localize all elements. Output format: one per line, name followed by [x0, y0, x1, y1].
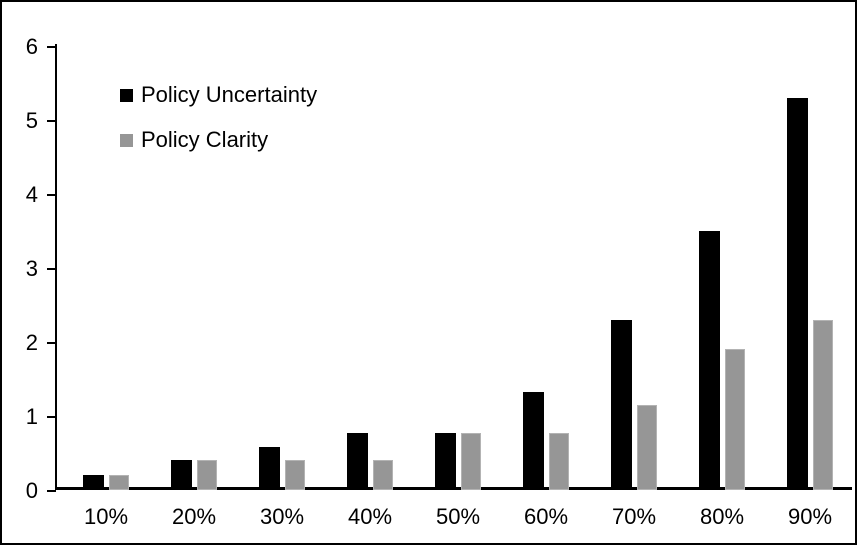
- y-tick-label-2: 2: [25, 330, 38, 355]
- x-axis-label-30%: 30%: [259, 504, 305, 529]
- bar-policy-uncertainty-70%: [611, 320, 632, 490]
- y-tick-0: [47, 490, 56, 492]
- x-axis-label-80%: 80%: [699, 504, 745, 529]
- x-axis-label-20%: 20%: [171, 504, 217, 529]
- legend-label-policy-uncertainty: Policy Uncertainty: [141, 82, 318, 107]
- y-tick-4: [47, 194, 56, 196]
- y-tick-label-0: 0: [25, 478, 38, 503]
- y-tick-label-1: 1: [25, 404, 38, 429]
- y-tick-label-4: 4: [25, 182, 38, 207]
- bar-policy-clarity-20%: [197, 460, 217, 490]
- y-tick-label-6: 6: [25, 34, 38, 59]
- bar-policy-clarity-50%: [461, 433, 481, 490]
- legend-swatch-policy-uncertainty: [120, 88, 133, 102]
- bar-policy-uncertainty-30%: [259, 447, 280, 490]
- x-axis-label-90%: 90%: [787, 504, 833, 529]
- x-axis-label-40%: 40%: [347, 504, 393, 529]
- x-axis-label-50%: 50%: [435, 504, 481, 529]
- bar-policy-uncertainty-80%: [699, 231, 720, 490]
- bar-policy-uncertainty-20%: [171, 460, 192, 490]
- bar-policy-uncertainty-60%: [523, 392, 544, 490]
- bar-policy-clarity-10%: [109, 475, 129, 490]
- legend-label-policy-clarity: Policy Clarity: [141, 127, 269, 152]
- bar-policy-uncertainty-90%: [787, 98, 808, 490]
- legend-swatch-policy-clarity: [120, 133, 133, 147]
- legend: Policy Uncertainty Policy Clarity: [120, 82, 318, 176]
- bar-policy-clarity-60%: [549, 433, 569, 490]
- y-tick-6: [47, 46, 56, 48]
- legend-item-policy-uncertainty: Policy Uncertainty: [120, 82, 318, 107]
- bar-policy-clarity-40%: [373, 460, 393, 490]
- x-axis-label-10%: 10%: [83, 504, 129, 529]
- bar-policy-uncertainty-40%: [347, 433, 368, 490]
- bar-policy-clarity-70%: [637, 405, 657, 490]
- bar-policy-clarity-30%: [285, 460, 305, 490]
- y-tick-1: [47, 416, 56, 418]
- legend-item-policy-clarity: Policy Clarity: [120, 127, 317, 152]
- x-axis-label-70%: 70%: [611, 504, 657, 529]
- y-tick-5: [47, 120, 56, 122]
- y-tick-label-5: 5: [25, 108, 38, 133]
- y-axis-line: [55, 44, 57, 490]
- x-axis-label-60%: 60%: [523, 504, 569, 529]
- y-tick-label-3: 3: [25, 256, 38, 281]
- bar-policy-clarity-80%: [725, 349, 745, 490]
- y-tick-3: [47, 268, 56, 270]
- bar-policy-uncertainty-10%: [83, 475, 104, 490]
- bar-policy-uncertainty-50%: [435, 433, 456, 490]
- bar-policy-clarity-90%: [813, 320, 833, 490]
- y-tick-2: [47, 342, 56, 344]
